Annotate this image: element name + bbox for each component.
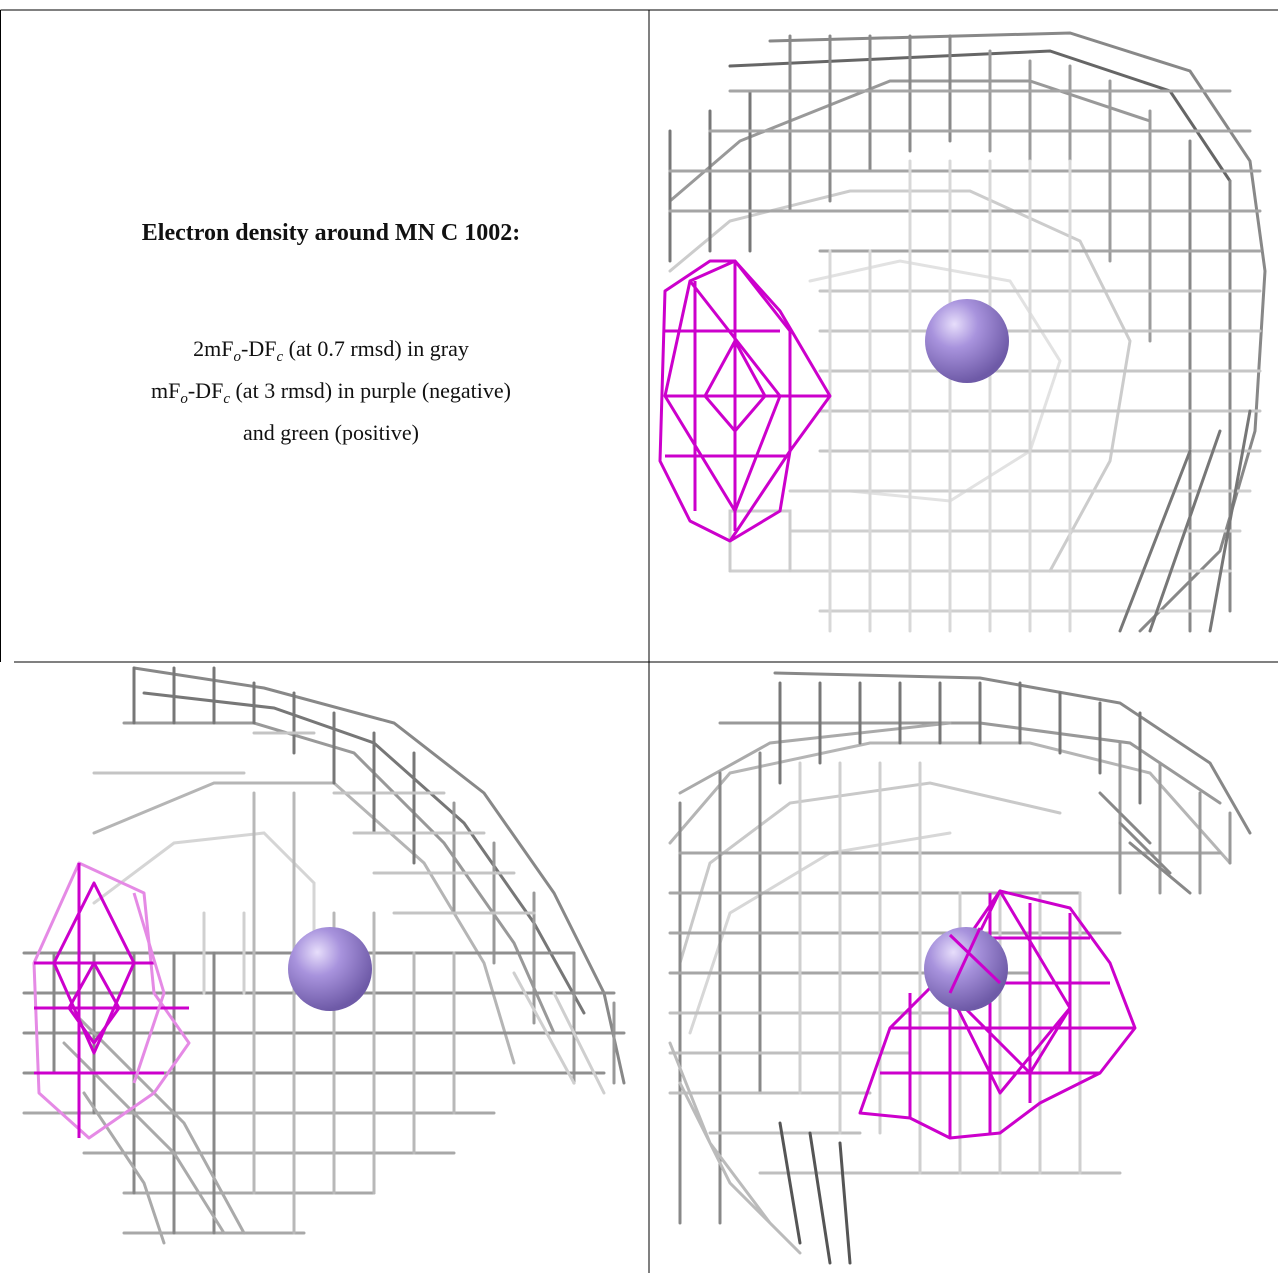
caption-title: Electron density around MN C 1002: — [141, 220, 521, 246]
caption-cell: Electron density around MN C 1002: 2mFo-… — [14, 10, 648, 662]
density-view-bottom-left — [22, 666, 626, 1245]
legend-line-purple: mFo-DFc (at 3 rmsd) in purple (negative) — [151, 378, 511, 407]
density-view-top-right — [658, 31, 1267, 633]
gray-density-mesh — [668, 31, 1267, 633]
negative-difference-mesh — [658, 259, 832, 543]
caption-legend: 2mFo-DFc (at 0.7 rmsd) in gray mFo-DFc (… — [14, 332, 648, 450]
legend-line-gray: 2mFo-DFc (at 0.7 rmsd) in gray — [193, 336, 469, 365]
gray-density-mesh — [668, 671, 1252, 1265]
negative-difference-mesh — [32, 861, 191, 1140]
legend-line-green: and green (positive) — [243, 420, 419, 445]
mn-ion-sphere — [925, 299, 1009, 383]
mn-ion-sphere — [288, 927, 372, 1011]
density-view-bottom-right — [668, 671, 1252, 1265]
mn-ion-sphere — [924, 927, 1008, 1011]
